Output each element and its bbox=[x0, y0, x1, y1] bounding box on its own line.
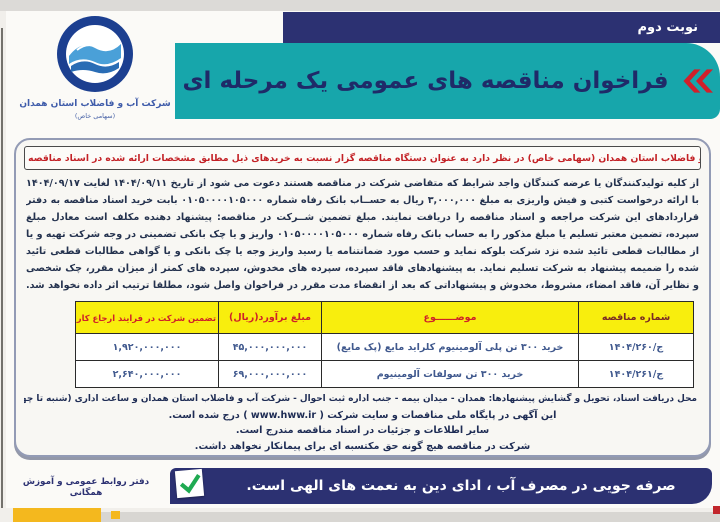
newspaper-edge-top bbox=[0, 0, 720, 11]
notice-box: شرکت آب و فاضلاب استان همدان (سهامی خاص)… bbox=[14, 138, 711, 457]
publication-prefix: این آگهی در پایگاه ملی مناقصات و سایت شر… bbox=[327, 409, 557, 421]
table-row: ج/۱۴۰۴/۲۶۰ خرید ۳۰۰ تن پلی آلومینیوم کلر… bbox=[75, 333, 694, 361]
table-row: ج/۱۴۰۴/۲۶۱ خرید ۳۰۰ تن سولفات آلومینیوم … bbox=[75, 360, 694, 388]
table-header-row: شماره مناقصه موضــــــوع مبلغ برآورد(ریا… bbox=[75, 301, 694, 334]
cell-guarantee: ۱,۹۲۰,۰۰۰,۰۰۰ bbox=[75, 333, 219, 361]
header-estimate: مبلغ برآورد(ریال) bbox=[218, 301, 322, 334]
red-edge-mark bbox=[713, 506, 720, 514]
slogan-text: صرفه جویی در مصرف آب ، ادای دین به نعمت … bbox=[246, 478, 676, 494]
cell-guarantee: ۲,۶۴۰,۰۰۰,۰۰۰ bbox=[75, 360, 219, 388]
company-name: شرکت آب و فاضلاب استان همدان bbox=[19, 99, 171, 109]
cell-estimate: ۶۹,۰۰۰,۰۰۰,۰۰۰ bbox=[218, 360, 322, 388]
second-round-label: نوبت دوم bbox=[637, 20, 698, 35]
newspaper-column-rule bbox=[1, 28, 3, 508]
location-line: محل دریافت اسناد، تحویل و گشایش پیشنهاده… bbox=[24, 394, 697, 404]
details-line: سایر اطلاعات و جزئیات در اسناد مناقصه من… bbox=[235, 425, 490, 437]
cell-tender-number: ج/۱۴۰۴/۲۶۰ bbox=[578, 333, 694, 361]
highlighter-dot bbox=[111, 511, 120, 519]
cell-subject: خرید ۳۰۰ تن پلی آلومینیوم کلراید مایع (پ… bbox=[321, 333, 579, 361]
notice-body-paragraph: از کلیه تولیدکنندگان یا عرضه کنندگان واج… bbox=[26, 178, 699, 291]
header-tender-number: شماره مناقصه bbox=[578, 301, 694, 334]
slogan-banner: صرفه جویی در مصرف آب ، ادای دین به نعمت … bbox=[170, 468, 712, 504]
rights-line: شرکت در مناقصه هیچ گونه حق مکتسبه ای برا… bbox=[194, 440, 531, 452]
water-company-logo bbox=[55, 14, 135, 94]
highlighter-mark bbox=[13, 508, 101, 522]
green-check-icon bbox=[174, 468, 205, 499]
header-subject: موضــــــوع bbox=[321, 301, 579, 334]
cell-tender-number: ج/۱۴۰۴/۲۶۱ bbox=[578, 360, 694, 388]
cell-estimate: ۴۵,۰۰۰,۰۰۰,۰۰۰ bbox=[218, 333, 322, 361]
water-waves-roundel-icon bbox=[57, 16, 133, 92]
cell-subject: خرید ۳۰۰ تن سولفات آلومینیوم bbox=[321, 360, 579, 388]
tenders-table: شماره مناقصه موضــــــوع مبلغ برآورد(ریا… bbox=[75, 301, 694, 388]
intro-highlight-text: شرکت آب و فاضلاب استان همدان (سهامی خاص)… bbox=[25, 152, 700, 164]
newspaper-edge-bottom bbox=[13, 512, 720, 522]
company-subtitle: (سهامی خاص) bbox=[74, 112, 116, 120]
second-round-bar: نوبت دوم bbox=[283, 12, 720, 43]
intro-highlight-box: شرکت آب و فاضلاب استان همدان (سهامی خاص)… bbox=[24, 146, 701, 170]
publication-suffix: درج شده است. bbox=[168, 409, 240, 421]
page-title: فراخوان مناقصه های عمومی یک مرحله ای bbox=[182, 68, 669, 94]
title-banner: فراخوان مناقصه های عمومی یک مرحله ای bbox=[175, 43, 720, 119]
website-link[interactable]: ( www.hww.ir ) bbox=[243, 409, 324, 421]
header-guarantee: تضمین شرکت در فرایند ارجاع کار(ریال) bbox=[75, 301, 219, 334]
publication-line: این آگهی در پایگاه ملی مناقصات و سایت شر… bbox=[24, 408, 701, 424]
publisher-label: دفتر روابط عمومی و آموزش همگانی bbox=[22, 477, 150, 498]
notice-footer-lines: محل دریافت اسناد، تحویل و گشایش پیشنهاده… bbox=[24, 392, 701, 454]
double-chevron-icon bbox=[683, 69, 713, 93]
